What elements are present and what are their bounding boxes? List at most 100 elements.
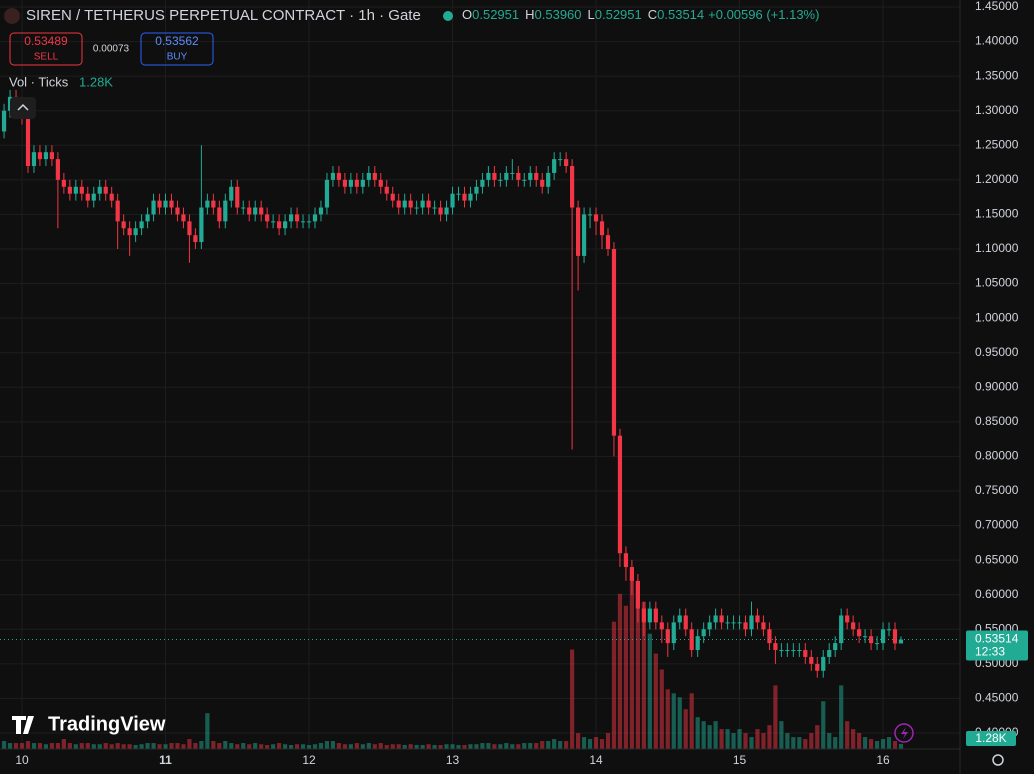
symbol-icon — [4, 8, 20, 24]
volume-bar — [384, 745, 389, 749]
volume-bar — [821, 701, 826, 749]
candle-body — [97, 186, 102, 194]
volume-bar — [211, 741, 216, 749]
volume-bar — [629, 573, 635, 749]
candle-body — [127, 228, 132, 236]
candle-body — [713, 615, 718, 623]
candle-body — [767, 629, 772, 644]
y-tick-label: 0.70000 — [975, 518, 1019, 532]
volume-bar — [444, 744, 449, 749]
volume-bar — [558, 741, 563, 749]
candle-body — [845, 615, 850, 623]
volume-bar — [157, 744, 162, 749]
volume-bar — [396, 744, 401, 749]
y-tick-label: 0.85000 — [975, 414, 1019, 428]
volume-bar — [342, 744, 347, 749]
ohlc-key: O — [462, 7, 472, 22]
candle-body — [611, 249, 617, 436]
volume-bar — [300, 744, 306, 749]
candle-body — [480, 179, 485, 187]
candle-body — [1, 110, 7, 132]
sell-button[interactable] — [9, 32, 83, 66]
candle-body — [408, 200, 413, 208]
change: +0.00596 (+1.13%) — [708, 7, 819, 22]
candle-body — [761, 622, 766, 630]
candle-body — [558, 159, 563, 161]
candle-body — [360, 179, 365, 187]
volume-bar — [181, 744, 186, 749]
volume-bar — [1, 741, 7, 749]
candle-body — [779, 650, 784, 652]
volume-bar — [450, 744, 455, 749]
volume-bar — [713, 721, 718, 749]
volume-bar — [522, 743, 527, 749]
volume-bar — [253, 743, 258, 749]
candle-body — [623, 553, 629, 568]
candle-body — [593, 214, 599, 222]
candle-body — [402, 200, 407, 208]
x-tick-label: 11 — [159, 753, 172, 767]
volume-bar — [121, 744, 126, 749]
volume-bar — [247, 744, 252, 749]
volume-bar — [874, 741, 880, 749]
volume-bar — [73, 744, 78, 749]
candle-body — [420, 200, 425, 208]
volume-bar — [67, 743, 72, 749]
volume-bar — [49, 743, 55, 749]
volume-bar — [486, 743, 491, 749]
candle-body — [37, 152, 43, 160]
candle-body — [25, 117, 31, 167]
candle-body — [181, 214, 186, 222]
y-tick-label: 0.80000 — [975, 449, 1019, 463]
candle-body — [193, 235, 198, 243]
candle-body — [647, 608, 652, 623]
buy-button[interactable] — [140, 32, 214, 66]
settings-icon[interactable] — [992, 754, 1004, 766]
candle-body — [701, 629, 706, 637]
x-tick-label: 14 — [589, 753, 603, 767]
candle-body — [432, 207, 437, 209]
candle-body — [581, 214, 587, 256]
y-tick-label: 0.45000 — [975, 691, 1019, 705]
volume-legend-label: Vol · Ticks — [9, 74, 69, 89]
y-tick-label: 1.40000 — [975, 34, 1019, 48]
candle-body — [157, 200, 162, 208]
candle-body — [396, 200, 401, 208]
candle-body — [671, 622, 676, 644]
candle-body — [277, 221, 282, 229]
candle-body — [564, 159, 569, 167]
candle-body — [689, 629, 694, 651]
candle-body — [67, 186, 72, 194]
volume-bar — [366, 743, 371, 749]
candle-body — [522, 179, 527, 181]
logo-icon — [12, 716, 34, 734]
y-tick-label: 1.10000 — [975, 241, 1019, 255]
volume-bar — [797, 737, 802, 749]
candle-body — [546, 172, 551, 187]
candle-body — [528, 172, 533, 180]
candle-body — [725, 622, 730, 624]
ohlc-key: H — [525, 7, 534, 22]
candle-body — [898, 639, 904, 644]
candle-body — [265, 214, 270, 222]
candle-body — [516, 172, 521, 180]
candle-body — [731, 622, 736, 624]
candle-body — [55, 159, 60, 180]
candle-body — [336, 172, 342, 180]
volume-bar — [109, 744, 114, 749]
candle-body — [49, 152, 55, 160]
y-tick-label: 1.25000 — [975, 137, 1019, 151]
candle-body — [31, 152, 37, 167]
candle-body — [390, 193, 395, 201]
alert-icon[interactable] — [894, 723, 914, 743]
spread: 0.00073 — [93, 44, 130, 55]
volume-bar — [97, 744, 102, 749]
collapse-button[interactable] — [10, 97, 36, 119]
candle-body — [366, 172, 371, 180]
collapse-icon — [17, 103, 29, 111]
volume-bar — [516, 744, 521, 749]
volume-bar — [564, 741, 569, 749]
ohlc-key: C — [648, 7, 657, 22]
volume-bar — [456, 745, 461, 749]
volume-bar — [653, 653, 658, 749]
